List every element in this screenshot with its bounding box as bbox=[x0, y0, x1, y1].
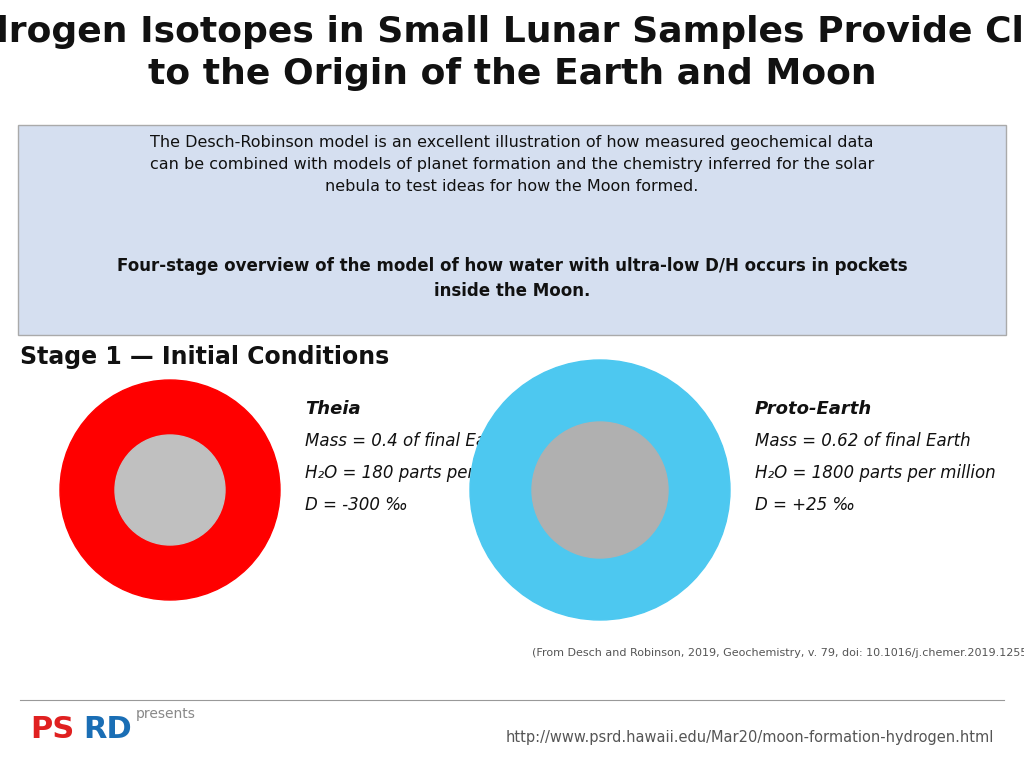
Text: D = -300 ‰: D = -300 ‰ bbox=[305, 496, 408, 514]
Text: D = +25 ‰: D = +25 ‰ bbox=[755, 496, 855, 514]
Text: Theia: Theia bbox=[305, 400, 360, 418]
Circle shape bbox=[470, 360, 730, 620]
Text: presents: presents bbox=[136, 707, 196, 721]
Text: Stage 1 — Initial Conditions: Stage 1 — Initial Conditions bbox=[20, 345, 389, 369]
Text: Hydrogen Isotopes in Small Lunar Samples Provide Clues
to the Origin of the Eart: Hydrogen Isotopes in Small Lunar Samples… bbox=[0, 15, 1024, 91]
Text: Mass = 0.4 of final Earth: Mass = 0.4 of final Earth bbox=[305, 432, 510, 450]
Text: http://www.psrd.hawaii.edu/Mar20/moon-formation-hydrogen.html: http://www.psrd.hawaii.edu/Mar20/moon-fo… bbox=[506, 730, 994, 745]
Text: The Desch-Robinson model is an excellent illustration of how measured geochemica: The Desch-Robinson model is an excellent… bbox=[150, 135, 874, 194]
Text: Mass = 0.62 of final Earth: Mass = 0.62 of final Earth bbox=[755, 432, 971, 450]
Text: Proto-Earth: Proto-Earth bbox=[755, 400, 872, 418]
Text: PS: PS bbox=[30, 715, 75, 744]
Circle shape bbox=[115, 435, 225, 545]
FancyBboxPatch shape bbox=[18, 125, 1006, 335]
Circle shape bbox=[532, 422, 668, 558]
Text: RD: RD bbox=[83, 715, 132, 744]
Circle shape bbox=[60, 380, 280, 600]
Text: Four-stage overview of the model of how water with ultra-low D/H occurs in pocke: Four-stage overview of the model of how … bbox=[117, 257, 907, 300]
Text: (From Desch and Robinson, 2019, Geochemistry, v. 79, doi: 10.1016/j.chemer.2019.: (From Desch and Robinson, 2019, Geochemi… bbox=[532, 648, 1024, 658]
Text: H₂O = 1800 parts per million: H₂O = 1800 parts per million bbox=[755, 464, 995, 482]
Text: H₂O = 180 parts per million: H₂O = 180 parts per million bbox=[305, 464, 535, 482]
